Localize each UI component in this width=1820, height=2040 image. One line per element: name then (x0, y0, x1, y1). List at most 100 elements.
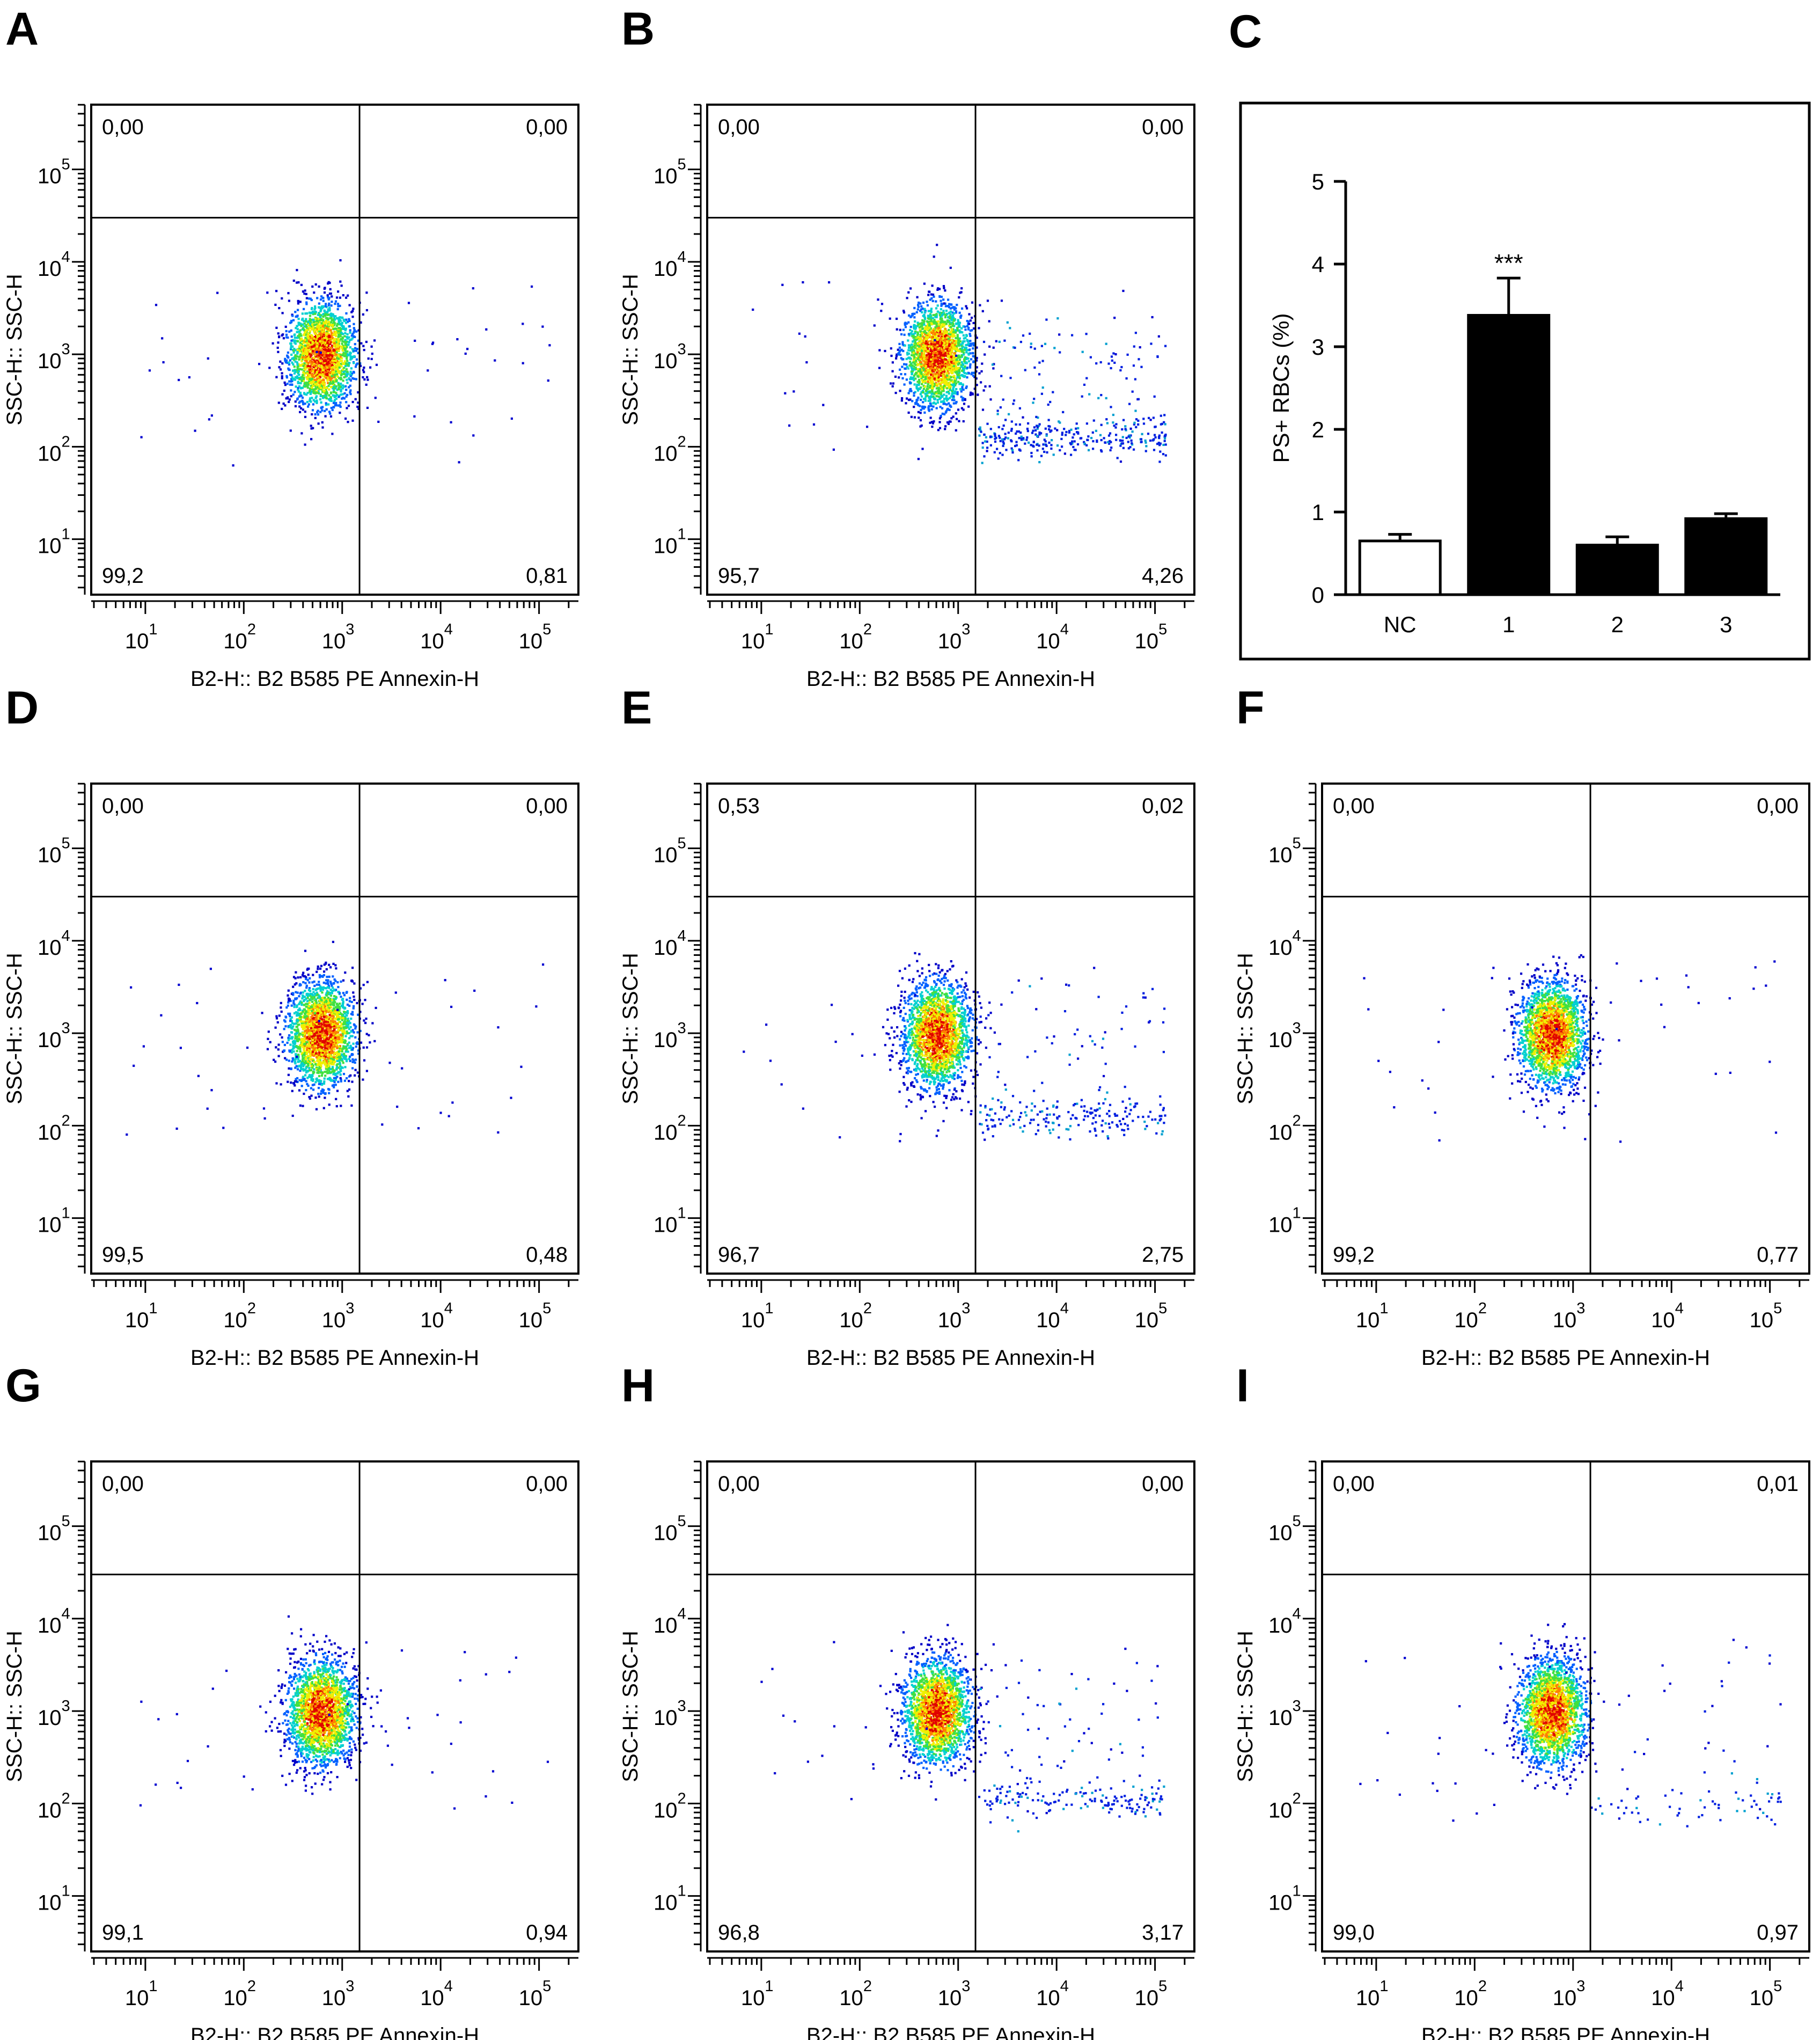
event-dots (1359, 1623, 1782, 1827)
panel-letter-f: F (1236, 682, 1265, 734)
plot-frame (706, 783, 1195, 1275)
x-tick-label: 101 (125, 1300, 158, 1332)
y-tick-label: 102 (1268, 1112, 1301, 1144)
panel-letter-g: G (5, 1360, 41, 1412)
y-tick-label: 102 (654, 433, 686, 465)
y-axis-label: SSC-H:: SSC-H (3, 1630, 26, 1782)
quadrant-value-bl: 96,8 (718, 1921, 760, 1944)
quadrant-value-tl: 0,00 (102, 1472, 144, 1496)
y-tick-label: 103 (654, 1698, 686, 1730)
plot-frame (90, 783, 579, 1275)
y-axis-ticks (688, 1460, 702, 1951)
x-tick-label: 105 (1750, 1978, 1782, 2010)
quadrant-value-bl: 99,1 (102, 1921, 144, 1944)
y-axis-ticks (72, 1460, 86, 1951)
x-tick-label: 105 (1135, 621, 1168, 653)
x-axis-label: B2-H:: B2 B585 PE Annexin-H (190, 667, 479, 691)
x-tick-label: 104 (420, 1300, 453, 1332)
panel-letter-e: E (621, 682, 652, 734)
x-tick-label: 104 (420, 621, 453, 653)
plot-frame (1321, 1460, 1810, 1953)
x-tick-label: 102 (839, 1300, 872, 1332)
quadrant-value-br: 0,81 (526, 564, 568, 588)
quadrant-value-tl: 0,53 (718, 794, 760, 818)
quadrant-value-tr: 0,00 (526, 1472, 568, 1496)
x-axis-label: B2-H:: B2 B585 PE Annexin-H (1421, 2024, 1710, 2040)
quadrant-value-bl: 99,0 (1333, 1921, 1375, 1944)
x-tick-label: 103 (322, 1978, 355, 2010)
y-tick-label: 101 (1268, 1205, 1301, 1237)
y-tick-label: 102 (38, 433, 70, 465)
x-tick-label: 105 (519, 621, 552, 653)
quadrant-value-bl: 99,2 (1333, 1243, 1375, 1267)
bar-nc (1358, 539, 1442, 596)
quadrant-value-tr: 0,00 (526, 115, 568, 139)
quadrant-value-tr: 0,00 (1757, 794, 1799, 818)
x-axis-label: B2-H:: B2 B585 PE Annexin-H (1421, 1346, 1710, 1370)
plot-frame (706, 104, 1195, 596)
quadrant-value-tr: 0,00 (1142, 115, 1184, 139)
y-axis-label: SSC-H:: SSC-H (619, 1630, 642, 1782)
x-tick-label: 101 (1356, 1300, 1389, 1332)
y-tick-label: 103 (38, 1698, 70, 1730)
y-tick-label: 105 (654, 835, 686, 867)
x-tick-label: 105 (1750, 1300, 1782, 1332)
quadrant-value-tl: 0,00 (1333, 1472, 1375, 1496)
x-tick-label: 104 (1036, 621, 1069, 653)
x-axis-label: B2-H:: B2 B585 PE Annexin-H (190, 2024, 479, 2040)
x-axis-ticks (91, 600, 578, 614)
bar-3 (1684, 517, 1768, 596)
y-tick-label: 102 (38, 1790, 70, 1822)
panel-letter-d: D (5, 682, 39, 734)
y-tick-label: 3 (1312, 334, 1324, 360)
x-tick-label: 105 (1135, 1978, 1168, 2010)
y-tick-label: 105 (1268, 1513, 1301, 1545)
x-tick-label: 104 (420, 1978, 453, 2010)
y-tick-label: 104 (654, 927, 686, 960)
x-tick-label: 3 (1720, 612, 1732, 637)
event-dots (140, 259, 551, 467)
y-axis-label: SSC-H:: SSC-H (619, 274, 642, 425)
panel-letter-a: A (5, 3, 39, 55)
y-tick-label: 4 (1312, 252, 1324, 277)
x-tick-label: 102 (223, 1300, 256, 1332)
y-tick-label: 103 (38, 1020, 70, 1052)
y-axis-ticks (72, 783, 86, 1274)
x-axis-ticks (707, 600, 1194, 614)
y-tick-label: 104 (1268, 927, 1301, 960)
plot-frame (1321, 783, 1810, 1275)
y-axis-label: SSC-H:: SSC-H (619, 953, 642, 1104)
y-tick-label: 104 (654, 248, 686, 281)
y-tick-label: 1 (1312, 500, 1324, 525)
plot-frame (90, 104, 579, 596)
x-tick-label: 102 (1454, 1978, 1487, 2010)
y-tick-label: 104 (1268, 1605, 1301, 1637)
quadrant-value-tl: 0,00 (102, 794, 144, 818)
x-axis-ticks (707, 1957, 1194, 1971)
y-tick-label: 105 (38, 1513, 70, 1545)
y-axis-label: SSC-H:: SSC-H (1234, 1630, 1257, 1782)
x-tick-label: 104 (1651, 1300, 1684, 1332)
x-tick-label: 102 (1454, 1300, 1487, 1332)
panel-c-bar-chart: C 0 1 2 3 4 5 NC 1 *** 2 3 PS+ RBCs (%) (1229, 6, 1811, 661)
y-axis-label: SSC-H:: SSC-H (1234, 953, 1257, 1104)
y-tick-label: 101 (38, 526, 70, 558)
significance-marker: *** (1494, 249, 1523, 277)
y-tick-label: 2 (1312, 417, 1324, 442)
x-axis-ticks (91, 1279, 578, 1293)
quadrant-value-br: 0,97 (1757, 1921, 1799, 1944)
event-dots (139, 1615, 549, 1810)
x-tick-label: 2 (1611, 612, 1624, 637)
y-tick-label: 104 (38, 248, 70, 281)
y-tick-label: 105 (654, 1513, 686, 1545)
x-tick-label: 103 (1553, 1978, 1586, 2010)
quadrant-value-tr: 0,00 (526, 794, 568, 818)
x-tick-label: 101 (741, 1978, 774, 2010)
x-tick-label: 103 (1553, 1300, 1586, 1332)
panel-letter-h: H (621, 1360, 655, 1412)
